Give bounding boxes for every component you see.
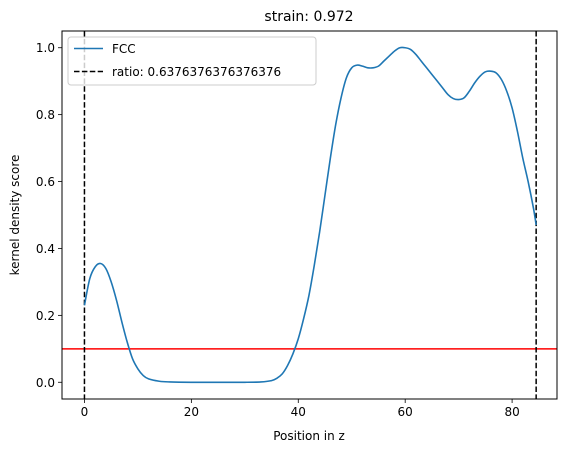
y-axis-label: kernel density score xyxy=(8,155,22,276)
x-tick-label: 80 xyxy=(504,405,519,419)
y-tick-label: 1.0 xyxy=(36,41,55,55)
chart-title: strain: 0.972 xyxy=(264,9,353,25)
legend: FCC ratio: 0.6376376376376376 xyxy=(67,36,317,86)
series-layer xyxy=(83,46,537,384)
legend-label-ratio: ratio: 0.6376376376376376 xyxy=(112,65,281,79)
x-axis-ticks: 0 20 40 60 80 xyxy=(81,399,520,419)
x-axis-label: Position in z xyxy=(273,429,345,443)
plot-area xyxy=(62,31,557,399)
y-tick-label: 0.0 xyxy=(36,376,55,390)
y-tick-label: 0.4 xyxy=(36,242,55,256)
y-tick-label: 0.2 xyxy=(36,309,55,323)
y-tick-label: 0.6 xyxy=(36,175,55,189)
x-tick-label: 20 xyxy=(184,405,199,419)
x-tick-label: 0 xyxy=(81,405,89,419)
plot-frame xyxy=(61,30,558,400)
y-tick-label: 0.8 xyxy=(36,108,55,122)
legend-label-fcc: FCC xyxy=(112,42,136,56)
x-tick-label: 40 xyxy=(291,405,306,419)
legend-box xyxy=(67,36,317,86)
vline-layer xyxy=(83,31,537,399)
x-tick-label: 60 xyxy=(398,405,413,419)
series-line-fcc xyxy=(83,46,537,384)
y-axis-ticks: 0.0 0.2 0.4 0.6 0.8 1.0 xyxy=(36,41,62,390)
